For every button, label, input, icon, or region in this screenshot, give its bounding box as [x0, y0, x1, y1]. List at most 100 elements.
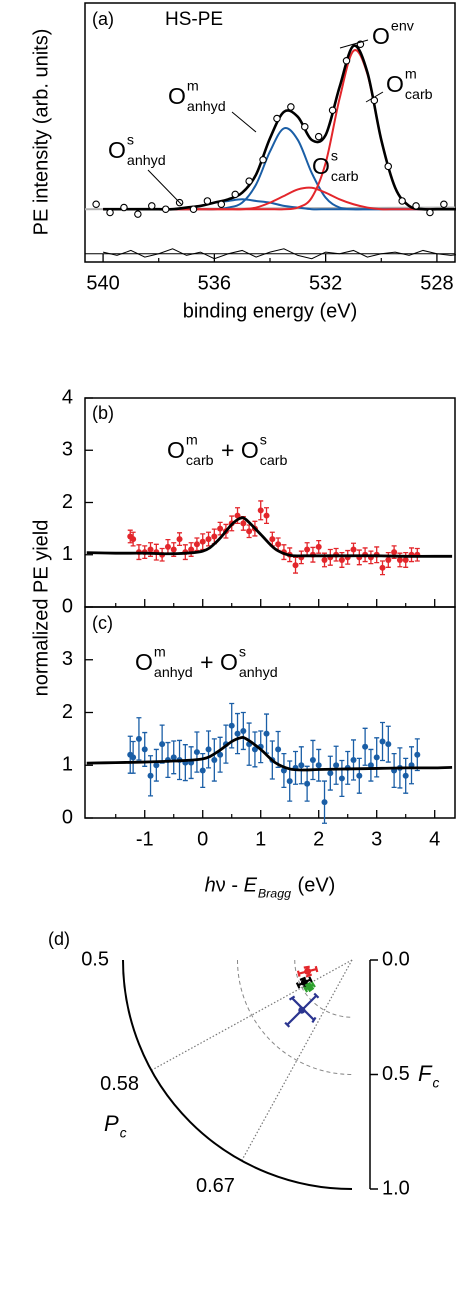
panel-label: (d)	[48, 929, 70, 949]
x-axis-label: h	[205, 874, 216, 896]
data-point	[304, 546, 311, 553]
data-point	[384, 162, 392, 171]
data-point	[240, 520, 247, 527]
data-point	[217, 525, 224, 532]
data-point	[398, 197, 406, 205]
data-point	[286, 778, 293, 785]
plot-frame	[84, 397, 456, 608]
data-point	[120, 203, 128, 212]
data-point	[338, 556, 345, 563]
amplitude-axis-label: F	[418, 1061, 433, 1086]
panel-label: (c)	[92, 613, 113, 633]
data-point	[275, 541, 282, 548]
data-point	[161, 205, 170, 213]
data-point	[199, 538, 206, 545]
data-point	[193, 749, 200, 756]
data-point	[304, 967, 312, 975]
data-point	[147, 546, 154, 553]
data-point	[338, 775, 345, 782]
data-point	[211, 756, 218, 763]
annotation-sub: anhyd	[154, 665, 193, 681]
annotation: O	[241, 437, 259, 463]
y-tick-label: 0	[62, 595, 73, 617]
amplitude-tick-label: 0.0	[382, 948, 410, 970]
data-point	[287, 103, 295, 111]
y-tick-label: 1	[62, 543, 73, 565]
x-axis-label-sub: Bragg	[258, 886, 291, 900]
phase-axis-label-sub: c	[120, 1125, 127, 1140]
plot-frame	[84, 606, 456, 819]
data-point	[92, 200, 100, 209]
data-point	[130, 536, 137, 543]
curve-label-sup: s	[127, 132, 134, 148]
data-point	[385, 556, 392, 563]
data-point	[170, 754, 177, 761]
x-tick-label: 0	[197, 828, 208, 850]
data-point	[298, 1006, 306, 1014]
x-tick-label: 4	[429, 828, 440, 850]
data-point	[246, 528, 253, 535]
data-point	[402, 556, 409, 563]
curve-label-sup: s	[331, 148, 338, 164]
curve-label-sup: env	[391, 18, 415, 34]
plot-frame	[84, 2, 456, 263]
data-point	[379, 564, 386, 571]
annotation-sub: anhyd	[239, 665, 278, 681]
y-tick-label: 3	[62, 439, 73, 461]
curve-label: O	[168, 83, 186, 109]
annotation: HS-PE	[165, 9, 223, 30]
annotation-sup: m	[186, 432, 198, 448]
curve-label-sub: carb	[331, 169, 359, 185]
data-point	[135, 735, 142, 742]
data-point	[148, 202, 156, 210]
annotation-sub: carb	[260, 453, 288, 469]
panel-label: (b)	[92, 403, 114, 423]
data-point	[367, 762, 374, 769]
amplitude-tick-label: 0.5	[382, 1063, 410, 1085]
curve-label-sub: carb	[405, 87, 433, 103]
data-point	[412, 202, 420, 210]
annotation: O	[167, 437, 185, 463]
data-point	[205, 536, 212, 543]
curve-label-sup: m	[405, 66, 417, 82]
data-point	[217, 751, 224, 758]
data-point	[147, 772, 154, 779]
x-axis-label: ν -	[216, 874, 244, 896]
annotation: O	[135, 649, 153, 675]
data-point	[240, 727, 247, 734]
data-point	[292, 562, 299, 569]
annotation-sup: s	[260, 432, 267, 448]
fit-curve	[86, 736, 453, 772]
data-point	[259, 155, 267, 164]
data-point	[327, 770, 334, 777]
data-point	[193, 541, 200, 548]
x-tick-label: -1	[136, 828, 154, 850]
data-point	[273, 114, 281, 123]
annotation: O	[220, 649, 238, 675]
amplitude-axis-label-sub: c	[432, 1075, 439, 1090]
data-point	[301, 122, 309, 131]
data-point	[269, 536, 276, 543]
annotation-sup: s	[239, 644, 246, 660]
data-point	[257, 507, 264, 514]
amplitude-grid-arc	[237, 959, 353, 1075]
data-point	[188, 546, 195, 553]
y-tick-label: 4	[62, 386, 73, 408]
data-point	[231, 190, 239, 199]
data-point	[263, 512, 270, 519]
data-point	[298, 762, 305, 769]
data-point	[356, 772, 363, 779]
data-point	[426, 208, 434, 217]
curve-label-sub: anhyd	[187, 99, 226, 115]
data-point	[176, 536, 183, 543]
data-point	[396, 556, 403, 563]
data-point	[134, 210, 142, 218]
leader-line	[147, 169, 183, 206]
x-axis-label: (eV)	[292, 874, 335, 896]
curve-label: O	[312, 153, 330, 179]
data-point	[263, 730, 270, 737]
data-point	[189, 205, 198, 213]
data-point	[245, 177, 253, 185]
data-point	[350, 756, 357, 763]
